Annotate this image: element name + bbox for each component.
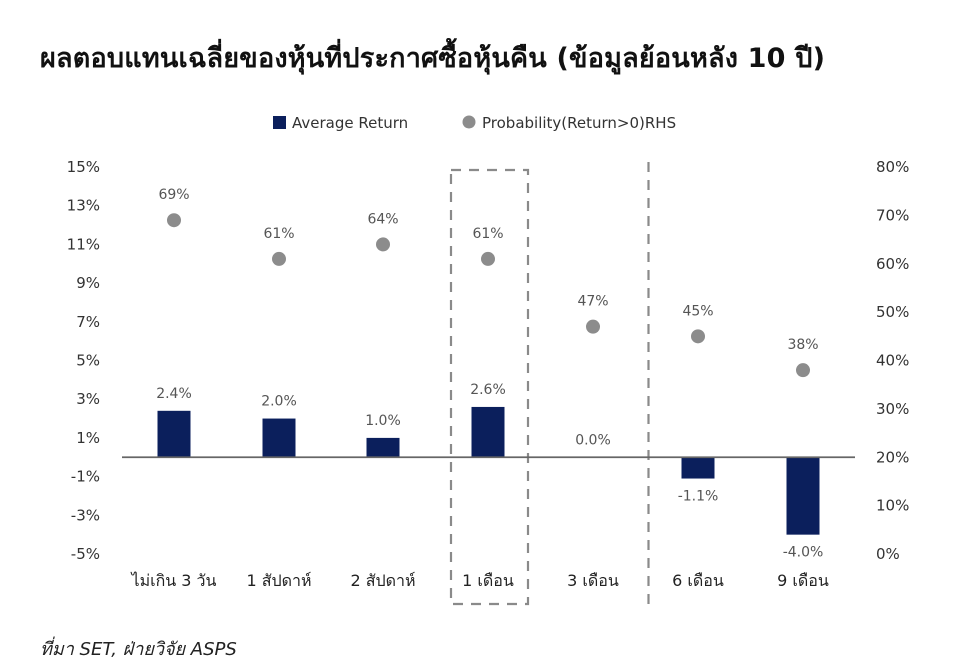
left-tick-label: 15%	[67, 158, 100, 176]
left-tick-label: 5%	[76, 352, 100, 370]
category-label: 3 เดือน	[567, 571, 619, 590]
right-tick-label: 40%	[876, 352, 909, 370]
bar-4	[471, 406, 505, 458]
left-tick-label: 9%	[76, 274, 100, 292]
category-label: 1 เดือน	[462, 571, 514, 590]
probability-label: 45%	[682, 303, 713, 319]
category-label: 6 เดือน	[672, 571, 724, 590]
probability-label: 61%	[472, 226, 503, 242]
left-tick-label: -3%	[71, 506, 100, 524]
bar-6	[681, 457, 715, 479]
bar-series: 2.4% 2.0% 1.0% 2.6% 0.0% -1.1% -4.0%	[156, 382, 823, 561]
legend-label-average-return: Average Return	[292, 114, 408, 132]
category-label: ไม่เกิน 3 วัน	[130, 571, 217, 590]
x-axis: ไม่เกิน 3 วัน 1 สัปดาห์ 2 สัปดาห์ 1 เดือน 3 …	[130, 571, 829, 590]
probability-series: 69% 61% 64% 61% 47% 45% 38%	[158, 187, 819, 378]
probability-dot-3	[376, 237, 390, 252]
right-tick-label: 0%	[876, 545, 900, 563]
bar-value-label: 1.0%	[365, 413, 401, 429]
bar-value-label: -4.0%	[783, 545, 824, 561]
left-tick-label: 7%	[76, 313, 100, 331]
probability-label: 64%	[367, 211, 398, 227]
left-tick-label: 1%	[76, 429, 100, 447]
probability-dot-1	[167, 213, 181, 228]
bar-value-label: 2.4%	[156, 386, 192, 402]
left-axis: 15% 13% 11% 9% 7% 5% 3% 1% -1% -3% -5%	[67, 158, 100, 563]
probability-label: 61%	[263, 226, 294, 242]
chart-title: ผลตอบแทนเฉลี่ยของหุ้นที่ประกาศซื้อหุ้นคื…	[40, 43, 826, 74]
bar-value-label: -1.1%	[678, 489, 719, 505]
bar-3	[366, 437, 400, 458]
legend-dot-swatch	[462, 115, 476, 129]
probability-label: 47%	[577, 294, 608, 310]
right-tick-label: 70%	[876, 206, 909, 224]
right-tick-label: 30%	[876, 400, 909, 418]
left-tick-label: -5%	[71, 545, 100, 563]
probability-dot-5	[586, 319, 600, 334]
probability-dot-2	[272, 251, 286, 266]
bar-1	[157, 410, 191, 458]
probability-label: 69%	[158, 187, 189, 203]
right-tick-label: 60%	[876, 255, 909, 273]
bar-value-label: 2.6%	[470, 382, 506, 398]
annotations	[449, 162, 650, 606]
probability-label: 38%	[787, 337, 818, 353]
left-tick-label: 13%	[67, 197, 100, 215]
highlight-box-1-month	[449, 168, 530, 606]
category-label: 1 สัปดาห์	[246, 571, 311, 590]
probability-dot-7	[796, 363, 810, 378]
right-tick-label: 80%	[876, 158, 909, 176]
category-label: 9 เดือน	[777, 571, 829, 590]
left-tick-label: 3%	[76, 390, 100, 408]
right-tick-label: 10%	[876, 497, 909, 515]
legend: Average Return Probability(Return>0)RHS	[273, 114, 676, 132]
right-tick-label: 20%	[876, 448, 909, 466]
left-tick-label: 11%	[67, 235, 100, 253]
bar-7	[786, 457, 820, 535]
category-label: 2 สัปดาห์	[350, 571, 415, 590]
bar-value-label: 0.0%	[575, 432, 611, 448]
legend-label-probability: Probability(Return>0)RHS	[482, 114, 676, 132]
legend-bar-swatch	[273, 116, 286, 129]
right-axis: 80% 70% 60% 50% 40% 30% 20% 10% 0%	[876, 158, 909, 563]
right-tick-label: 50%	[876, 303, 909, 321]
source-note: ที่มา SET, ฝ่ายวิจัย ASPS	[40, 639, 237, 660]
bar-2	[262, 418, 296, 458]
left-tick-label: -1%	[71, 468, 100, 486]
probability-dot-4	[481, 251, 495, 266]
bar-value-label: 2.0%	[261, 394, 297, 410]
probability-dot-6	[691, 329, 705, 344]
